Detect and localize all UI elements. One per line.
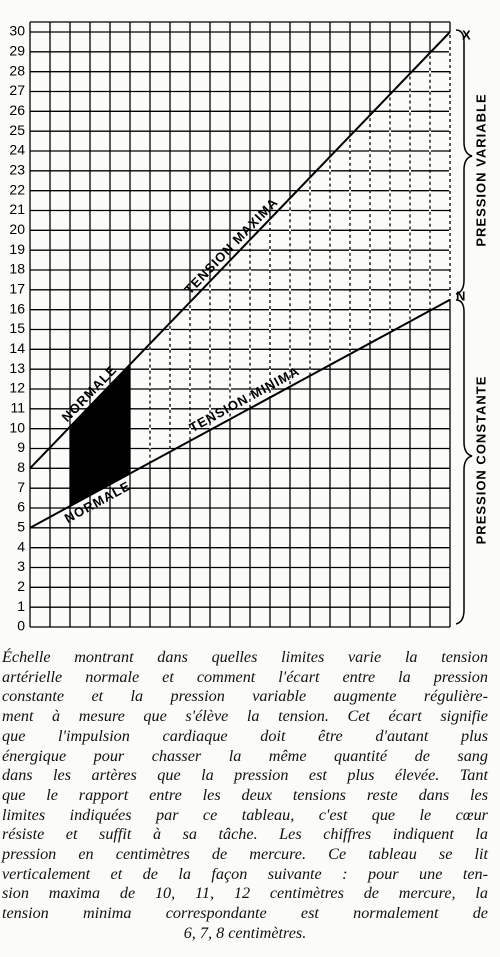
annotation: X	[462, 27, 472, 42]
y-tick-label: 19	[9, 241, 25, 257]
y-tick-label: 25	[9, 122, 25, 138]
brace-constant	[455, 299, 473, 625]
caption-line: artérielle normale et comment l'écart en…	[2, 667, 488, 686]
y-tick-label: 30	[9, 23, 25, 39]
annotation: N	[456, 288, 466, 303]
y-tick-label: 13	[9, 360, 25, 376]
y-tick-label: 15	[9, 320, 25, 336]
series-line	[29, 298, 451, 529]
annotation: PRESSION VARIABLE	[473, 93, 488, 246]
caption-line: verticalement et de la façon suivante : …	[2, 864, 488, 883]
annotation: PRESSION CONSTANTE	[473, 376, 488, 545]
y-tick-label: 11	[10, 400, 25, 416]
chart: 0123456789101112131415161718192021222324…	[9, 21, 488, 634]
y-tick-label: 0	[17, 618, 25, 634]
caption-line: sion maxima de 10, 11, 12 centimètres de…	[2, 884, 488, 903]
caption-line: pression en centimètres de mercure. Ce t…	[2, 845, 488, 864]
caption-line: ment à mesure que s'élève la tension. Ce…	[2, 707, 488, 726]
y-tick-label: 21	[9, 201, 25, 217]
series-label: TENSION MINIMA	[187, 363, 302, 435]
y-tick-label: 27	[9, 82, 25, 98]
y-tick-label: 23	[9, 162, 25, 178]
normal-zone	[70, 364, 130, 507]
caption: Échelle montrant dans quelles limites va…	[2, 648, 488, 944]
caption-line: tension minima correspondante est normal…	[2, 904, 488, 923]
y-tick-label: 6	[17, 499, 25, 515]
y-tick-label: 29	[9, 43, 25, 59]
caption-line: que l'impulsion cardiaque doit être d'au…	[2, 726, 488, 745]
y-tick-label: 3	[17, 558, 25, 574]
y-tick-label: 7	[17, 479, 25, 495]
series-label: TENSION MAXIMA	[181, 194, 281, 297]
caption-line: Échelle montrant dans quelles limites va…	[2, 648, 488, 666]
y-tick-label: 22	[9, 181, 25, 197]
y-tick-label: 12	[9, 380, 25, 396]
y-tick-label: 2	[17, 578, 25, 594]
caption-line: que le rapport entre les deux tensions r…	[2, 785, 488, 804]
y-tick-label: 18	[9, 261, 25, 277]
y-tick-label: 4	[17, 538, 25, 554]
y-tick-label: 20	[9, 221, 25, 237]
y-tick-label: 16	[9, 300, 25, 316]
y-tick-label: 28	[9, 62, 25, 78]
series-line	[29, 31, 451, 470]
caption-line: résiste et suffit à sa tâche. Les chiffr…	[2, 825, 488, 844]
y-tick-label: 8	[17, 459, 25, 475]
caption-line: limites indiquées par ce tableau, c'est …	[2, 805, 488, 824]
y-tick-label: 24	[9, 142, 25, 158]
y-tick-label: 9	[17, 439, 25, 455]
y-tick-label: 26	[9, 102, 25, 118]
caption-line: dans les artères que la pression est plu…	[2, 766, 488, 785]
y-tick-label: 1	[17, 598, 25, 614]
y-tick-label: 5	[17, 519, 25, 535]
caption-line: énergique pour chasser la même quantité …	[2, 746, 488, 765]
caption-line: constante et la pression variable augmen…	[2, 687, 488, 706]
y-tick-label: 14	[9, 340, 25, 356]
y-tick-label: 10	[9, 419, 25, 435]
caption-line: 6, 7, 8 centimètres.	[183, 923, 307, 942]
brace-variable	[455, 29, 473, 295]
y-tick-label: 17	[9, 281, 25, 297]
